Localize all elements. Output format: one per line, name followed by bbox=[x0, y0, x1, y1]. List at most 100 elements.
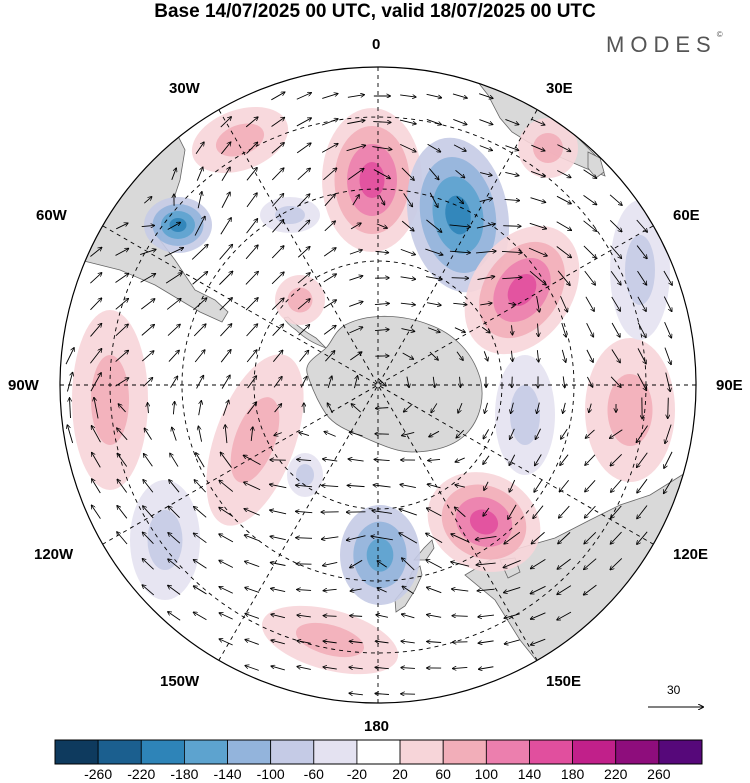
wind-vector bbox=[194, 480, 206, 493]
wind-vector bbox=[535, 454, 542, 466]
wind-vector bbox=[663, 270, 672, 285]
colorbar-segment bbox=[54, 739, 99, 765]
wind-vector bbox=[377, 588, 387, 593]
wind-vector bbox=[168, 586, 181, 595]
wind-vector bbox=[428, 168, 438, 179]
wind-vector bbox=[219, 480, 234, 492]
anomaly-contour bbox=[533, 133, 563, 163]
wind-vector bbox=[322, 536, 339, 539]
wind-vector bbox=[220, 117, 231, 128]
wind-vector bbox=[373, 169, 390, 179]
wind-vector bbox=[372, 146, 391, 150]
wind-vector bbox=[484, 481, 489, 490]
wind-vector bbox=[323, 589, 337, 590]
wind-vector bbox=[323, 168, 336, 181]
wind-vector bbox=[323, 274, 336, 283]
wind-vector bbox=[351, 404, 361, 413]
wind-vector bbox=[456, 429, 465, 438]
colorbar-tick-label: 140 bbox=[517, 766, 542, 782]
wind-vector bbox=[611, 322, 620, 337]
wind-vector bbox=[504, 199, 520, 200]
wind-vector bbox=[559, 479, 569, 492]
wind-vector bbox=[141, 299, 154, 310]
wind-vector bbox=[404, 403, 413, 412]
wind-vector bbox=[194, 350, 205, 363]
colorbar-tick-label: -180 bbox=[170, 766, 199, 782]
wind-vector bbox=[433, 376, 434, 387]
wind-vector bbox=[296, 118, 311, 127]
wind-vector bbox=[194, 507, 207, 518]
wind-vector bbox=[480, 303, 492, 305]
wind-vector bbox=[559, 505, 570, 518]
wind-vector bbox=[502, 277, 521, 278]
wind-vector bbox=[198, 401, 202, 416]
wind-vector bbox=[563, 402, 566, 413]
latitude-circle-outer bbox=[109, 116, 647, 654]
wind-vector bbox=[428, 459, 441, 460]
lon-label-180: 180 bbox=[364, 718, 390, 735]
wind-vector bbox=[400, 95, 416, 97]
wind-vector bbox=[350, 616, 363, 617]
wind-vector bbox=[297, 247, 310, 258]
wind-vector bbox=[245, 245, 258, 260]
wind-vector bbox=[271, 168, 283, 181]
wind-vector bbox=[196, 453, 205, 468]
wind-vector bbox=[535, 428, 541, 440]
wind-vector bbox=[426, 219, 441, 232]
wind-vector bbox=[115, 299, 128, 310]
wind-vector bbox=[637, 296, 646, 311]
wind-vector bbox=[611, 479, 622, 492]
latitude-circle-middle bbox=[181, 188, 575, 582]
colorbar-tick-label: 260 bbox=[647, 766, 671, 782]
wind-vector bbox=[168, 559, 181, 570]
wind-vector bbox=[478, 641, 494, 643]
wind-vector bbox=[168, 506, 180, 519]
wind-vector bbox=[116, 223, 128, 230]
wind-vector bbox=[94, 398, 99, 419]
wind-vector bbox=[584, 558, 597, 570]
wind-vector bbox=[271, 640, 285, 645]
meridian-30e-150w bbox=[218, 109, 538, 661]
wind-vector bbox=[274, 433, 282, 436]
wind-vector bbox=[512, 325, 513, 335]
wind-vector bbox=[426, 560, 442, 569]
wind-vector bbox=[509, 479, 516, 492]
wind-vector bbox=[170, 453, 179, 467]
wind-vector bbox=[271, 118, 285, 127]
wind-vector bbox=[510, 428, 515, 439]
wind-vector bbox=[508, 303, 515, 305]
wind-vector bbox=[148, 403, 149, 414]
wind-vector bbox=[511, 402, 514, 414]
copyright-mark: © bbox=[716, 30, 723, 39]
wind-vector bbox=[350, 559, 363, 567]
wind-vector bbox=[245, 614, 260, 619]
colorbar-segment bbox=[270, 739, 315, 765]
anomaly-contour bbox=[169, 218, 187, 232]
wind-vector bbox=[427, 508, 442, 517]
wind-vector bbox=[560, 454, 569, 466]
wind-vector bbox=[348, 169, 363, 180]
wind-vector bbox=[377, 561, 387, 568]
wind-vector bbox=[407, 376, 409, 388]
wind-vector bbox=[637, 531, 648, 544]
anomaly-contour bbox=[359, 162, 385, 198]
wind-vector bbox=[399, 509, 417, 516]
anomaly-contour bbox=[296, 464, 314, 486]
wind-vector bbox=[455, 457, 465, 462]
colorbar-segment bbox=[529, 739, 574, 765]
wind-vector bbox=[92, 479, 101, 494]
wind-vector bbox=[324, 221, 335, 232]
wind-vector bbox=[483, 351, 488, 360]
wind-vector bbox=[247, 402, 257, 415]
wind-vector bbox=[270, 536, 286, 541]
wind-vector bbox=[373, 122, 390, 123]
map-disc bbox=[60, 67, 696, 703]
wind-vector bbox=[636, 245, 647, 259]
colorbar-tick-label: -20 bbox=[346, 766, 368, 782]
wind-vector bbox=[483, 429, 490, 438]
wind-vector bbox=[90, 373, 101, 392]
wind-vector bbox=[529, 270, 546, 285]
wind-vector bbox=[589, 403, 592, 413]
wind-vector bbox=[272, 220, 283, 233]
colorbar-segment bbox=[399, 739, 444, 765]
